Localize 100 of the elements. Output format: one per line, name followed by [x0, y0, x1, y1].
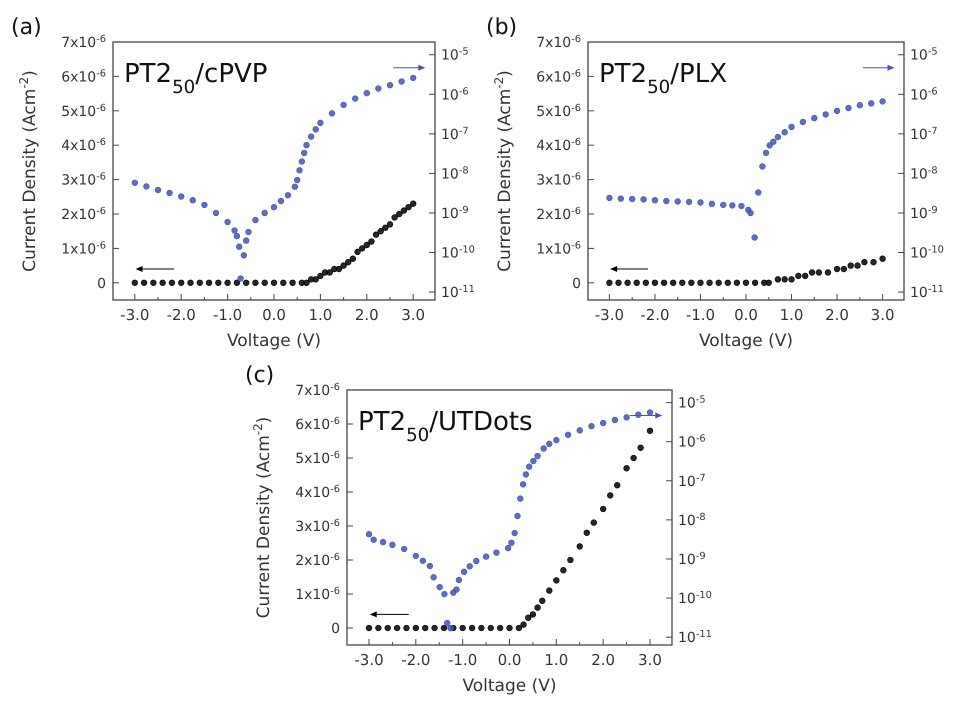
text: PT2$_{50}$/PLX — [599, 59, 728, 98]
point — [398, 78, 405, 85]
point — [242, 280, 250, 286]
point — [284, 192, 292, 198]
point — [539, 598, 546, 604]
point — [262, 280, 268, 286]
point — [460, 568, 468, 575]
point — [607, 492, 614, 499]
point — [879, 98, 886, 105]
point — [326, 269, 333, 276]
point — [352, 95, 358, 102]
point — [590, 519, 597, 526]
y2-tick-label: 10$^{-8}$ — [441, 164, 469, 182]
point — [294, 176, 300, 184]
x-tick-label: 3.0 — [638, 651, 662, 669]
y2-tick-label: 10$^{-6}$ — [910, 86, 938, 104]
point — [630, 454, 637, 462]
point — [816, 269, 822, 276]
point — [336, 266, 342, 272]
point — [708, 200, 716, 208]
point — [278, 198, 284, 204]
point — [762, 150, 770, 156]
point — [530, 611, 536, 618]
point — [751, 234, 758, 241]
point — [520, 481, 526, 488]
text: (b) — [486, 15, 518, 40]
point — [670, 280, 676, 286]
point — [292, 184, 298, 190]
point — [308, 133, 314, 140]
point — [493, 549, 500, 556]
point — [660, 280, 668, 286]
point — [289, 280, 296, 286]
point — [354, 248, 361, 256]
y-tick-label: 0 — [97, 276, 106, 292]
point — [637, 444, 644, 451]
point — [697, 199, 704, 206]
point — [300, 150, 308, 156]
x-axis-title: Voltage (V) — [226, 331, 322, 351]
y2-tick-label: 10$^{-7}$ — [910, 125, 938, 143]
point — [459, 624, 466, 632]
point — [412, 552, 420, 560]
point — [600, 506, 606, 512]
y2-tick-label: 10$^{-10}$ — [910, 244, 944, 262]
text: (c) — [245, 363, 274, 388]
point — [642, 280, 650, 286]
x-tick-label: -2.0 — [640, 306, 670, 324]
point — [615, 280, 622, 286]
point — [845, 104, 852, 112]
point — [811, 114, 818, 122]
point — [834, 266, 840, 272]
point — [405, 204, 412, 210]
y-tick-label: 1x10$^{-6}$ — [295, 586, 340, 603]
point — [697, 280, 704, 286]
point — [430, 574, 437, 580]
point — [447, 624, 454, 632]
point — [747, 210, 754, 216]
x-tick-label: -3.0 — [354, 651, 384, 669]
point — [364, 242, 370, 248]
point — [734, 280, 740, 286]
point — [150, 280, 157, 286]
point — [312, 126, 319, 133]
point — [488, 624, 494, 632]
point — [187, 280, 194, 286]
point — [504, 544, 512, 552]
point — [856, 102, 864, 108]
point — [312, 276, 319, 283]
point — [473, 558, 480, 564]
point — [270, 204, 278, 210]
x-tick-label: -2.0 — [401, 651, 430, 669]
point — [240, 252, 248, 258]
y-tick-label: 3x10$^{-6}$ — [295, 518, 340, 535]
point — [564, 432, 572, 438]
point — [389, 542, 396, 548]
point — [212, 210, 220, 216]
point — [612, 416, 618, 424]
point — [576, 543, 583, 550]
y-tick-label: 5x10$^{-6}$ — [295, 450, 340, 467]
point — [298, 158, 306, 165]
y-tick-label: 3x10$^{-6}$ — [536, 171, 581, 189]
point — [303, 142, 310, 148]
y2-tick-label: 10$^{-8}$ — [910, 164, 938, 182]
point — [788, 124, 795, 130]
y2-tick-label: 10$^{-11}$ — [441, 284, 475, 302]
point — [553, 577, 560, 584]
point — [441, 590, 448, 598]
y-tick-label: 4x10$^{-6}$ — [295, 484, 340, 501]
point — [420, 558, 426, 564]
y2-tick-label: 10$^{-10}$ — [441, 244, 475, 262]
point — [478, 624, 485, 632]
point — [375, 624, 382, 632]
point — [436, 584, 443, 590]
point — [252, 216, 259, 224]
point — [506, 624, 513, 632]
point — [444, 620, 450, 626]
point — [252, 280, 259, 286]
point — [567, 556, 574, 564]
point — [663, 198, 670, 204]
point — [788, 276, 795, 283]
point — [366, 624, 372, 632]
point — [766, 280, 772, 286]
